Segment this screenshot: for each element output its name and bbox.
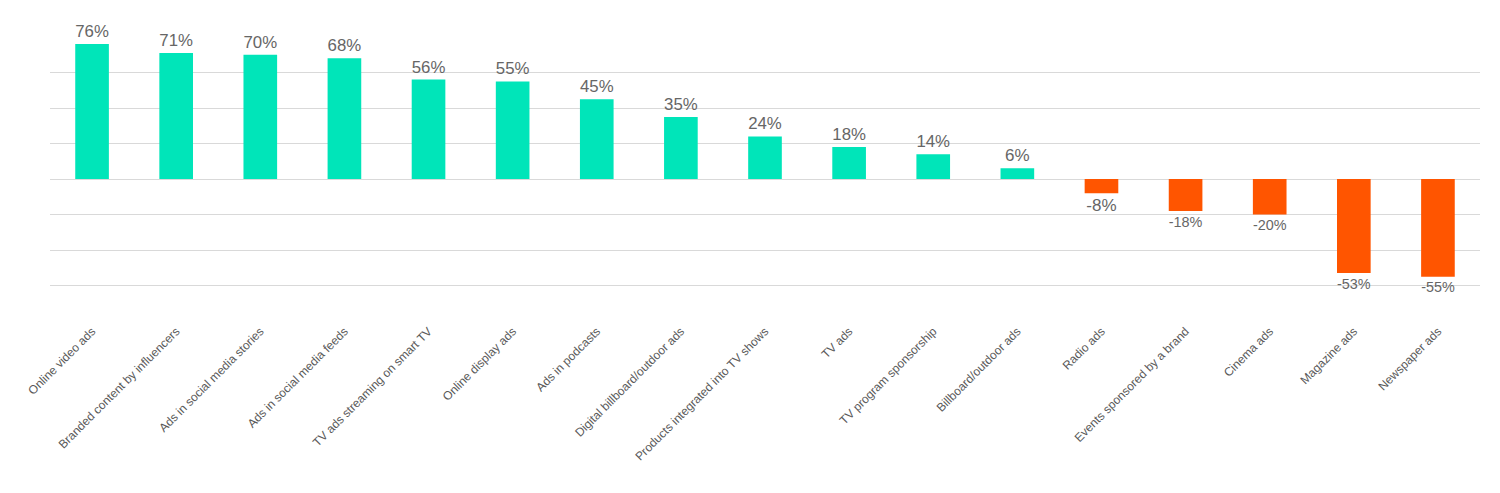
- svg-text:Ads in podcasts: Ads in podcasts: [533, 324, 603, 394]
- svg-text:68%: 68%: [328, 36, 362, 55]
- svg-text:45%: 45%: [580, 77, 614, 96]
- svg-text:Ads in social media stories: Ads in social media stories: [156, 324, 266, 434]
- svg-text:71%: 71%: [159, 31, 193, 50]
- svg-text:Billboard/outdoor ads: Billboard/outdoor ads: [934, 324, 1024, 414]
- svg-text:TV ads streaming on smart TV: TV ads streaming on smart TV: [310, 324, 435, 449]
- svg-text:TV program sponsorship: TV program sponsorship: [837, 324, 940, 427]
- svg-text:14%: 14%: [916, 132, 950, 151]
- svg-text:-20%: -20%: [1253, 217, 1287, 233]
- svg-text:-53%: -53%: [1337, 276, 1371, 292]
- svg-text:18%: 18%: [832, 125, 866, 144]
- svg-text:-8%: -8%: [1086, 196, 1116, 215]
- svg-text:6%: 6%: [1005, 146, 1030, 165]
- svg-text:70%: 70%: [243, 33, 277, 52]
- svg-text:Online display ads: Online display ads: [440, 324, 519, 403]
- svg-text:Online video ads: Online video ads: [25, 324, 98, 397]
- svg-text:76%: 76%: [75, 22, 109, 41]
- svg-text:24%: 24%: [748, 114, 782, 133]
- svg-text:Events sponsored by a brand: Events sponsored by a brand: [1072, 324, 1192, 444]
- svg-text:Digital billboard/outdoor ads: Digital billboard/outdoor ads: [572, 324, 687, 439]
- svg-text:Products integrated into TV sh: Products integrated into TV shows: [632, 324, 771, 463]
- svg-text:Magazine ads: Magazine ads: [1297, 324, 1360, 387]
- svg-text:Radio ads: Radio ads: [1060, 324, 1108, 372]
- svg-text:-18%: -18%: [1169, 214, 1203, 230]
- svg-text:Cinema ads: Cinema ads: [1221, 324, 1276, 379]
- svg-text:55%: 55%: [496, 59, 530, 78]
- svg-text:35%: 35%: [664, 95, 698, 114]
- svg-text:Ads in social media feeds: Ads in social media feeds: [245, 324, 351, 430]
- svg-text:56%: 56%: [412, 58, 446, 77]
- svg-text:TV ads: TV ads: [819, 324, 856, 361]
- svg-text:-55%: -55%: [1421, 279, 1455, 295]
- svg-text:Branded content by influencers: Branded content by influencers: [56, 324, 183, 451]
- svg-text:Newspaper ads: Newspaper ads: [1375, 324, 1444, 393]
